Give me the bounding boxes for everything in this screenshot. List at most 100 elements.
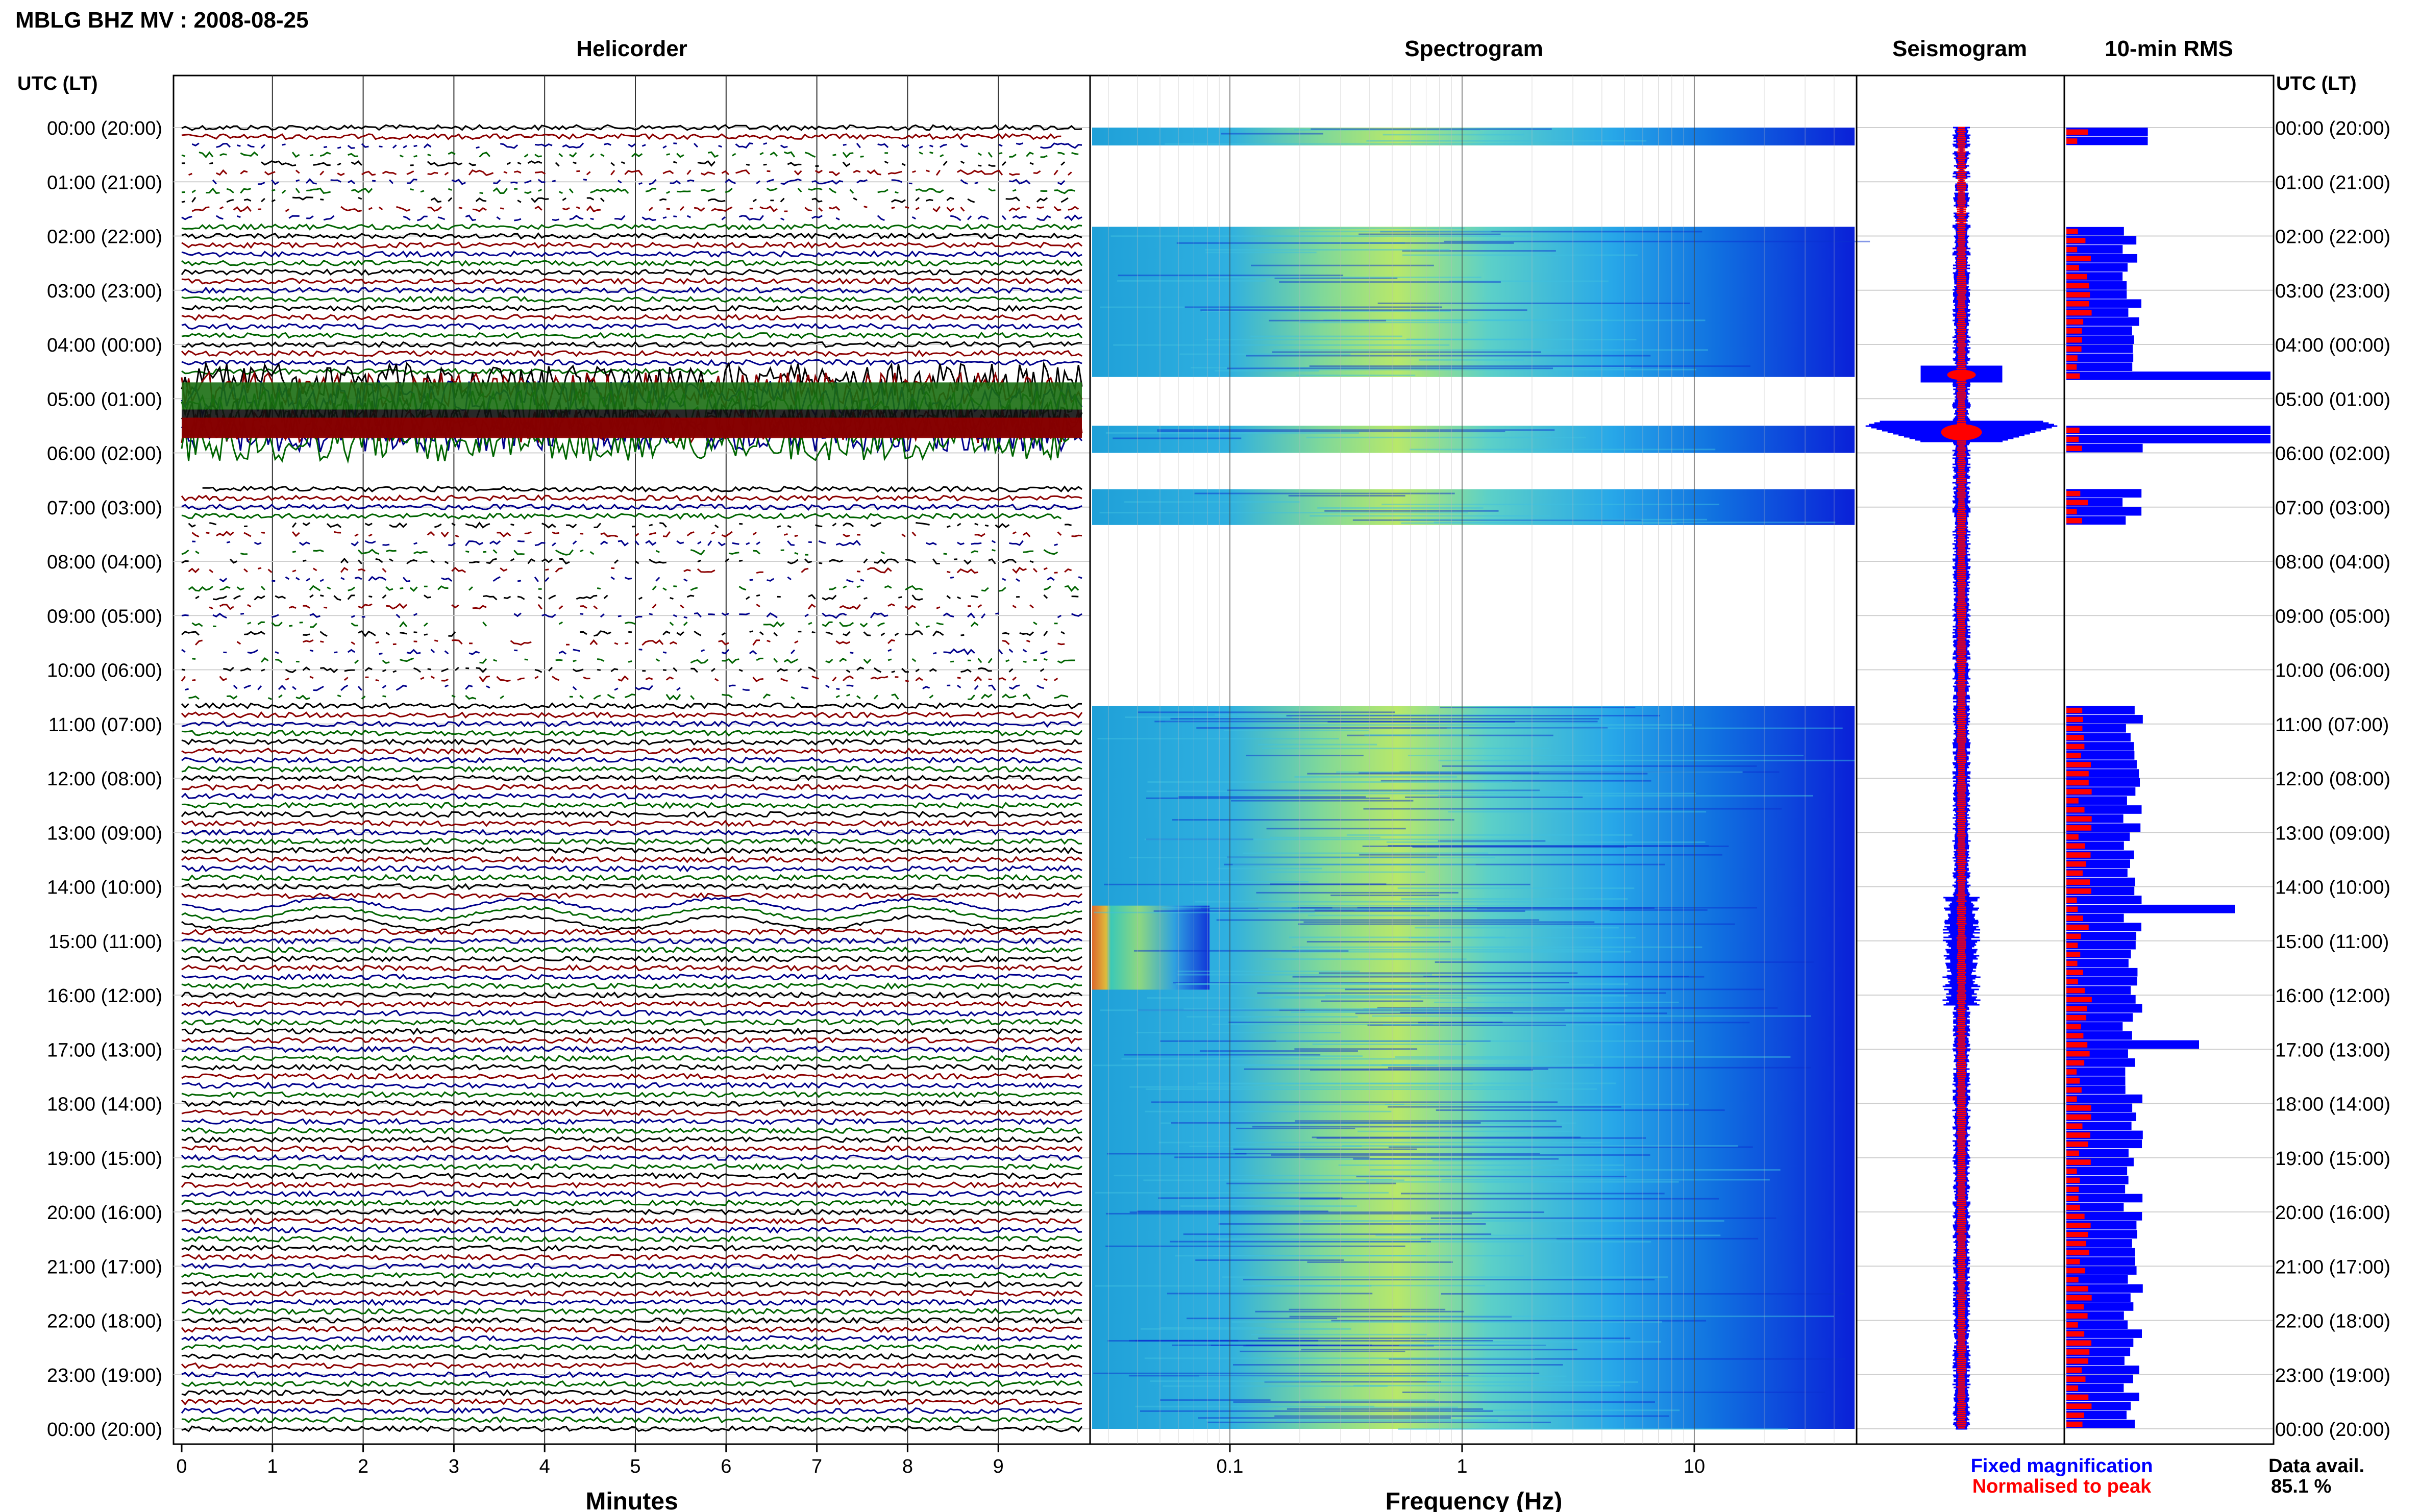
time-label-left: 14:00 (10:00) <box>47 877 162 899</box>
helicorder-trace <box>181 820 1082 827</box>
rms-bar-fixed <box>2066 796 2127 805</box>
rms-bar-fixed <box>2066 1076 2126 1085</box>
rms-bar-normalised <box>2066 265 2079 270</box>
spectrogram-texture <box>1196 727 1608 729</box>
spectrogram-texture <box>1137 1210 1328 1212</box>
spectrogram-texture <box>1401 898 1628 900</box>
spectrogram-texture <box>1366 140 1647 142</box>
helicorder-trace <box>181 223 1082 231</box>
spectrogram-texture <box>1140 1328 1351 1330</box>
spectrogram-texture <box>1285 1420 1498 1422</box>
helicorder-trace <box>181 323 1083 330</box>
spectrogram-texture <box>1199 1375 1567 1377</box>
rms-bar-normalised <box>2066 707 2083 713</box>
rms-bar-normalised <box>2066 355 2078 361</box>
spectrogram-texture <box>1232 1364 1563 1366</box>
helicorder-trace <box>181 702 1082 710</box>
spectrogram-texture <box>1207 277 1482 279</box>
spectrogram-texture <box>1255 1310 1464 1312</box>
helicorder-trace <box>181 1036 1082 1044</box>
helicorder-xlabel: Minutes <box>585 1488 678 1512</box>
spectrogram-texture <box>1176 242 1514 244</box>
spectrogram-title: Spectrogram <box>1404 36 1543 61</box>
helicorder-xtick-label: 0 <box>176 1456 187 1477</box>
spectrogram-texture <box>1231 1321 1662 1323</box>
spectrogram-texture <box>1258 743 1377 746</box>
helicorder-trace <box>181 1353 1082 1360</box>
spectrogram-texture <box>1256 891 1459 894</box>
spectrogram-texture <box>1312 1043 1466 1045</box>
spectrogram-texture <box>1438 840 1546 842</box>
spectrogram-texture <box>1405 796 1583 798</box>
rms-bar-normalised <box>2066 328 2082 334</box>
spectrogram-texture <box>1308 914 1430 916</box>
rms-bar-fixed <box>2066 751 2135 760</box>
spectrogram-texture <box>1231 800 1414 802</box>
helicorder-trace <box>181 747 1082 755</box>
helicorder-trace <box>181 1244 1082 1252</box>
spectrogram-texture <box>1129 857 1495 859</box>
rms-bar-fixed <box>2066 1320 2128 1329</box>
spectrogram-texture <box>1205 339 1637 341</box>
spectrogram-texture <box>1147 781 1512 783</box>
spectrogram-texture <box>1107 1340 1493 1342</box>
spectrogram-texture <box>1177 970 1360 972</box>
spectrogram-texture <box>1388 1106 1622 1108</box>
spectrogram-texture <box>1389 1358 1845 1360</box>
rms-bar-fixed <box>2066 1149 2129 1157</box>
spectrogram-texture <box>1442 765 1757 767</box>
time-label-right: 10:00 (06:00) <box>2275 660 2390 682</box>
spectrogram-texture <box>1212 1024 1433 1026</box>
helicorder-trace <box>195 594 1079 601</box>
spectrogram-texture <box>1301 1349 1577 1351</box>
rms-bar-normalised <box>2066 1150 2079 1156</box>
rms-bar-fixed <box>2066 371 2270 380</box>
spectrogram-texture <box>1424 1341 1661 1343</box>
helicorder-trace <box>181 612 1082 619</box>
spectrogram-texture <box>1357 907 1757 909</box>
rms-bar-normalised <box>2066 427 2080 433</box>
rms-bar-fixed <box>2066 932 2136 940</box>
spectrogram-texture <box>1095 1285 1372 1287</box>
spectrogram-texture <box>1400 1193 1665 1195</box>
rms-bar-normalised <box>2066 1250 2089 1255</box>
spectrogram-texture <box>1198 1417 1451 1419</box>
helicorder-trace <box>192 622 1075 627</box>
spectrogram-texture <box>1157 429 1555 431</box>
rms-bar-fixed <box>2066 227 2124 236</box>
rms-bar-normalised <box>2066 970 2083 976</box>
time-label-left: 20:00 (16:00) <box>47 1202 162 1224</box>
helicorder-trace <box>181 232 1082 240</box>
time-label-right: 18:00 (14:00) <box>2275 1094 2390 1116</box>
rms-bar-normalised <box>2066 1033 2084 1038</box>
spectrogram-texture <box>1226 1182 1396 1184</box>
spectrogram-texture <box>1194 492 1455 494</box>
spectrogram-texture <box>1105 1212 1472 1214</box>
spectrogram-texture <box>1240 1350 1405 1352</box>
spectrogram-texture <box>1415 927 1619 929</box>
spectrogram-texture <box>1160 1399 1271 1401</box>
time-label-right: 03:00 (23:00) <box>2275 281 2390 302</box>
rms-bar-normalised <box>2066 490 2081 497</box>
spectrogram-texture <box>1113 344 1450 346</box>
spectrogram-texture <box>1298 321 1468 324</box>
rms-bar-normalised <box>2066 735 2084 740</box>
spectrogram-texture <box>1306 940 1451 943</box>
spectrogram-texture <box>1100 1009 1280 1011</box>
spectrogram-texture <box>1258 1337 1631 1340</box>
helicorder-trace <box>181 756 1082 764</box>
rms-bar-normalised <box>2066 1159 2091 1165</box>
rms-bar-normalised <box>2066 1096 2077 1102</box>
rms-bar-fixed <box>2066 317 2139 326</box>
spectrogram-texture <box>1200 309 1527 311</box>
rms-bar-normalised <box>2066 129 2088 135</box>
rms-bar-normalised <box>2066 1141 2088 1147</box>
spectrogram-texture <box>1125 716 1292 718</box>
spectrogram-texture <box>1309 365 1750 367</box>
rms-title: 10-min RMS <box>2105 36 2233 61</box>
spectrogram-texture <box>1375 1234 1721 1236</box>
rms-bar-fixed <box>2066 896 2142 904</box>
rms-bar-normalised <box>2066 1421 2083 1427</box>
rms-bar-fixed <box>2066 507 2142 516</box>
helicorder-xtick-label: 3 <box>449 1456 459 1477</box>
